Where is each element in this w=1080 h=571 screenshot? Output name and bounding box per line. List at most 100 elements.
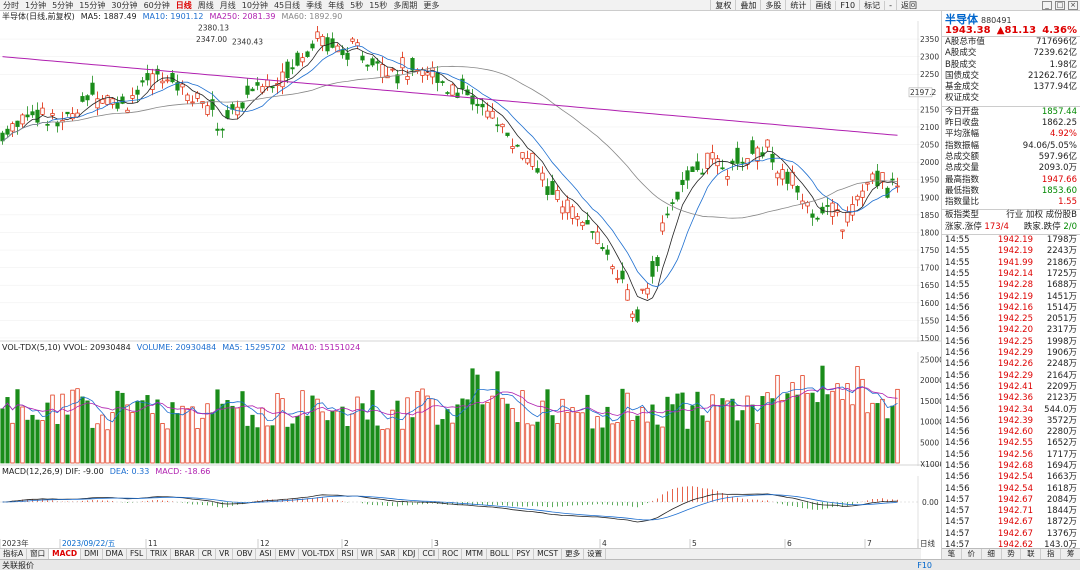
kline-chart[interactable]: 2350 2300 2250 2150 2100 2050 2000 1950 1900 1850… [0, 21, 941, 548]
indicator-tab-2[interactable]: MACD [49, 549, 82, 559]
tick-price: 1942.14 [997, 268, 1033, 279]
indicator-tab-18[interactable]: CCI [419, 549, 440, 559]
indicator-tab-11[interactable]: ASI [256, 549, 276, 559]
stat-value: 597.96亿 [1038, 151, 1077, 162]
period-tab-9[interactable]: 10分钟 [241, 0, 268, 10]
indicator-tab-6[interactable]: TRIX [147, 549, 172, 559]
tool-button-0[interactable]: 复权 [710, 0, 735, 10]
stat-label: A股成交 [945, 48, 977, 59]
maximize-icon[interactable]: □ [1055, 0, 1065, 10]
panel-tab-1[interactable]: 价 [962, 549, 982, 559]
period-tab-5[interactable]: 60分钟 [143, 0, 170, 10]
tick-row: 14:56 1942.60 2280万 [942, 427, 1080, 438]
volume-bar [770, 398, 775, 464]
tick-row: 14:56 1942.41 2209万 [942, 382, 1080, 393]
ma60-line [2, 65, 898, 219]
period-tab-7[interactable]: 周线 [197, 0, 214, 10]
indicator-tab-9[interactable]: VR [216, 549, 234, 559]
period-tab-10[interactable]: 45日线 [273, 0, 301, 10]
tool-button-8[interactable]: 返回 [896, 0, 921, 10]
indicator-tab-16[interactable]: SAR [377, 549, 400, 559]
minimize-icon[interactable]: _ [1042, 0, 1052, 10]
candle [755, 147, 760, 162]
tool-button-1[interactable]: 叠加 [735, 0, 760, 10]
indicator-tab-1[interactable]: 窗口 [27, 549, 50, 559]
indicator-tab-8[interactable]: CR [199, 549, 217, 559]
board-links[interactable]: 行业 加权 成份股B [1006, 210, 1077, 221]
tool-button-2[interactable]: 多股 [760, 0, 785, 10]
indicator-tab-17[interactable]: KDJ [399, 549, 420, 559]
period-tab-6[interactable]: 日线 [175, 0, 192, 10]
candle [100, 98, 105, 104]
candle [265, 79, 270, 87]
panel-tab-6[interactable]: 筹 [1061, 549, 1080, 559]
stat-row: A股总市值 717696亿 [942, 37, 1080, 48]
period-tab-2[interactable]: 5分钟 [52, 0, 74, 10]
tool-button-3[interactable]: 统计 [785, 0, 810, 10]
indicator-tab-20[interactable]: MTM [462, 549, 487, 559]
window-controls: _ □ × [921, 0, 1080, 11]
indicator-tab-0[interactable]: 指标A [0, 549, 28, 559]
tick-time: 14:57 [945, 494, 970, 505]
tick-row: 14:56 1942.39 3572万 [942, 416, 1080, 427]
tool-button-4[interactable]: 画线 [810, 0, 835, 10]
indicator-tab-25[interactable]: 设置 [584, 549, 607, 559]
stat-row: 总成交额 597.96亿 [942, 152, 1080, 163]
indicator-tab-7[interactable]: BRAR [171, 549, 199, 559]
period-tab-12[interactable]: 年线 [328, 0, 345, 10]
period-tab-13[interactable]: 5秒 [350, 0, 364, 10]
tool-button-5[interactable]: F10 [835, 0, 859, 10]
panel-tab-4[interactable]: 联 [1021, 549, 1042, 559]
panel-tab-3[interactable]: 势 [1002, 549, 1022, 559]
volume-bar [285, 426, 290, 464]
period-tab-4[interactable]: 30分钟 [111, 0, 138, 10]
panel-tab-0[interactable]: 笔 [942, 549, 962, 559]
period-tab-3[interactable]: 15分钟 [79, 0, 106, 10]
period-tab-14[interactable]: 15秒 [369, 0, 388, 10]
indicator-tab-10[interactable]: OBV [233, 549, 257, 559]
indicator-tab-24[interactable]: 更多 [562, 549, 585, 559]
f10-link[interactable]: F10 [917, 560, 932, 570]
candle [485, 110, 490, 118]
close-icon[interactable]: × [1068, 0, 1078, 10]
panel-tab-5[interactable]: 指 [1041, 549, 1062, 559]
period-tab-11[interactable]: 季线 [306, 0, 323, 10]
indicator-tab-14[interactable]: RSI [338, 549, 358, 559]
volume-bar [875, 403, 880, 464]
tick-list[interactable]: 14:55 1942.19 1798万 14:55 1942.19 2243万 14:55 1… [942, 235, 1080, 559]
candle [870, 173, 875, 181]
indicator-tab-22[interactable]: PSY [513, 549, 535, 559]
period-tab-8[interactable]: 月线 [219, 0, 236, 10]
tool-button-7[interactable]: - [884, 0, 896, 10]
volume-bar [435, 424, 440, 464]
stat-label: 总成交量 [945, 163, 980, 174]
period-tab-16[interactable]: 更多 [423, 0, 440, 10]
panel-tab-2[interactable]: 细 [982, 549, 1002, 559]
period-tab-0[interactable]: 分时 [3, 0, 19, 10]
macd-dea: DEA: 0.33 [109, 466, 150, 476]
price-tick-label: 1750 [920, 246, 939, 255]
indicator-tab-13[interactable]: VOL-TDX [299, 549, 339, 559]
candle [145, 73, 150, 81]
indicator-tab-15[interactable]: WR [358, 549, 378, 559]
period-tab-15[interactable]: 多周期 [393, 0, 418, 10]
indicator-tab-12[interactable]: EMV [276, 549, 299, 559]
indicator-tab-4[interactable]: DMA [103, 549, 127, 559]
volume-bar [390, 409, 395, 464]
stat-value: 1862.25 [1041, 118, 1077, 129]
indicator-tab-23[interactable]: MCST [534, 549, 563, 559]
indicator-tab-21[interactable]: BOLL [487, 549, 514, 559]
tick-volume: 1688万 [1046, 280, 1077, 291]
tick-price: 1942.55 [997, 438, 1033, 449]
volume-bar [885, 418, 890, 464]
volume-bar [70, 389, 75, 464]
period-tab-1[interactable]: 1分钟 [25, 0, 47, 10]
volume-bar [640, 406, 645, 464]
price-tick-label: 2250 [920, 70, 939, 79]
stat-row: 平均涨幅 4.92% [942, 129, 1080, 140]
indicator-tab-3[interactable]: DMI [81, 549, 103, 559]
stat-label: 指数振幅 [945, 140, 980, 151]
tool-button-6[interactable]: 标记 [859, 0, 884, 10]
indicator-tab-19[interactable]: ROC [439, 549, 463, 559]
indicator-tab-5[interactable]: FSL [127, 549, 148, 559]
